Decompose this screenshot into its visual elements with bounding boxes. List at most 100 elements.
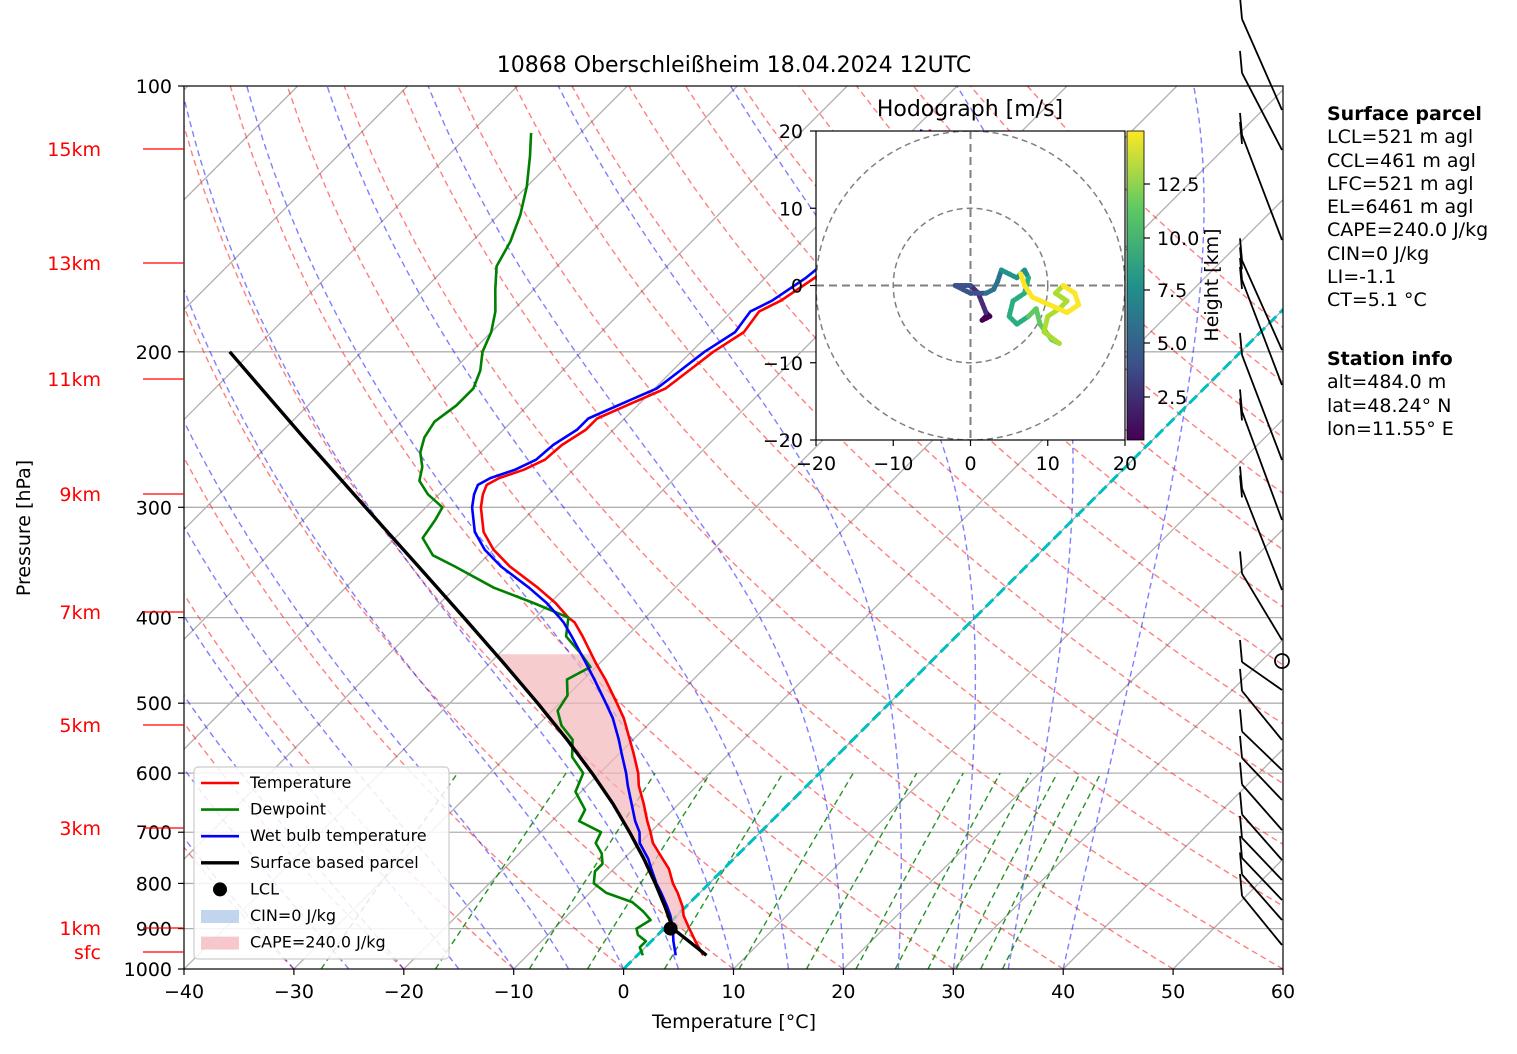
colorbar-tick-label: 7.5: [1157, 280, 1187, 302]
wind-barb: [1239, 257, 1283, 386]
x-tick-label: 60: [1271, 981, 1295, 1003]
lcl-point: [663, 921, 678, 936]
wind-barb: [1239, 0, 1283, 111]
isotherm-line: [1062, 748, 1283, 969]
dry-adiabat: [514, 86, 1283, 845]
legend-box: [193, 766, 450, 960]
wind-barb: [1239, 835, 1283, 901]
legend-label: Wet bulb temperature: [250, 826, 427, 845]
mixing-ratio-line: [1001, 772, 1102, 969]
dry-adiabat: [184, 305, 734, 969]
dry-adiabat: [400, 86, 1283, 969]
moist-adiabat: [557, 86, 902, 969]
wet-bulb-line: [470, 129, 923, 956]
cape-area: [495, 654, 690, 929]
wind-barb: [1239, 873, 1283, 946]
dry-adiabat: [229, 86, 954, 969]
dry-adiabat: [343, 86, 1174, 969]
y-tick-label: 700: [136, 822, 172, 844]
legend-label: CIN=0 J/kg: [250, 906, 336, 925]
mixing-ratio-line: [980, 772, 1081, 969]
wind-barb: [1239, 389, 1283, 521]
colorbar-tick-label: 12.5: [1157, 174, 1199, 196]
hodo-x-tick-label: −20: [796, 453, 836, 475]
hodo-y-tick-label: 0: [791, 276, 803, 298]
y-tick-label: 600: [136, 763, 172, 785]
moist-adiabat: [1062, 86, 1205, 969]
isotherm-line: [184, 86, 628, 531]
isotherm-line: [513, 198, 1283, 969]
surface-parcel-line: CCL=461 m agl: [1327, 149, 1476, 172]
mixing-ratio-line: [927, 772, 1032, 969]
surface-parcel-header: Surface parcel: [1327, 103, 1482, 125]
hodograph: Hodograph [m/s] −20−20 −10 −10 0 0 10 10 20 20 2…: [763, 97, 1223, 475]
dry-adiabat: [286, 86, 1064, 969]
dry-adiabat: [184, 123, 844, 969]
dry-adiabat: [184, 456, 625, 969]
wind-barb: [1239, 815, 1283, 881]
wind-barb: [1239, 852, 1283, 921]
x-tick-label: 30: [941, 981, 965, 1003]
dry-adiabat: [855, 86, 1283, 495]
wind-barb: [1239, 762, 1283, 831]
x-tick-label: −40: [164, 981, 204, 1003]
x-tick-label: 40: [1051, 981, 1075, 1003]
hodograph-segment: [1006, 298, 1016, 319]
hodo-x-tick-label: 10: [1036, 453, 1060, 475]
surface-parcel-line: EL=6461 m agl: [1327, 196, 1474, 219]
wind-barb: [1239, 735, 1283, 801]
y-tick-label: 500: [136, 693, 172, 715]
y-tick-label: 200: [136, 342, 172, 364]
mixing-ratio-line: [738, 772, 854, 969]
moist-adiabat: [184, 525, 515, 969]
hodograph-segment: [975, 290, 989, 316]
station-info-line: lat=48.24° N: [1327, 394, 1452, 417]
isotherm-line: [952, 638, 1283, 969]
isotherm-line: [842, 528, 1283, 969]
hodograph-segment: [1018, 271, 1028, 288]
x-tick-label: −10: [494, 981, 534, 1003]
hodograph-segment: [1033, 306, 1043, 327]
wind-barb: [1239, 709, 1283, 771]
y-tick-label: 400: [136, 608, 172, 630]
x-tick-label: 0: [618, 981, 630, 1003]
moist-adiabat: [184, 94, 680, 969]
moist-adiabat: [956, 86, 1074, 969]
height-label: 3km: [59, 818, 101, 840]
y-axis-label: Pressure [hPa]: [13, 460, 35, 596]
freezing-isotherm: [622, 307, 1283, 969]
colorbar-tick-label: 2.5: [1157, 387, 1187, 409]
mixing-ratio-line: [894, 772, 1001, 969]
surface-parcel-line: LFC=521 m agl: [1327, 172, 1474, 195]
surface-parcel-box: Surface parcel LCL=521 m agl CCL=461 m a…: [1327, 103, 1488, 313]
station-info-header: Station info: [1327, 348, 1453, 370]
isotherm-line: [184, 86, 848, 751]
hodograph-ring: [892, 207, 1049, 364]
x-axis-label: Temperature [°C]: [651, 1011, 816, 1033]
x-tick-label: −20: [384, 981, 424, 1003]
mixing-ratio-line: [805, 772, 918, 969]
colorbar-tick-label: 5.0: [1157, 333, 1187, 355]
moist-adiabat: [246, 86, 735, 969]
legend-swatch: [201, 910, 239, 923]
hodograph-segment: [1041, 329, 1062, 346]
mixing-ratio-line: [663, 772, 784, 969]
dewpoint-line: [418, 132, 652, 956]
hodograph-colorbar: [1126, 130, 1145, 441]
y-tick-label: 1000: [124, 959, 172, 981]
height-label: 5km: [59, 715, 101, 737]
legend-swatch: [213, 882, 227, 897]
mixing-ratio-line: [586, 772, 711, 969]
moist-adiabat: [427, 86, 845, 969]
mixing-ratio-line: [855, 772, 964, 969]
wind-barb: [1239, 466, 1283, 591]
isotherm-line: [184, 86, 409, 311]
height-label: 11km: [47, 369, 101, 391]
station-info-line: alt=484.0 m: [1327, 371, 1447, 394]
y-tick-label: 800: [136, 873, 172, 895]
hodo-x-tick-label: 0: [964, 453, 976, 475]
surface-parcel-line: CAPE=240.0 J/kg: [1327, 219, 1489, 242]
height-label: sfc: [74, 942, 101, 964]
chart-title: 10868 Oberschleißheim 18.04.2024 12UTC: [497, 53, 972, 78]
